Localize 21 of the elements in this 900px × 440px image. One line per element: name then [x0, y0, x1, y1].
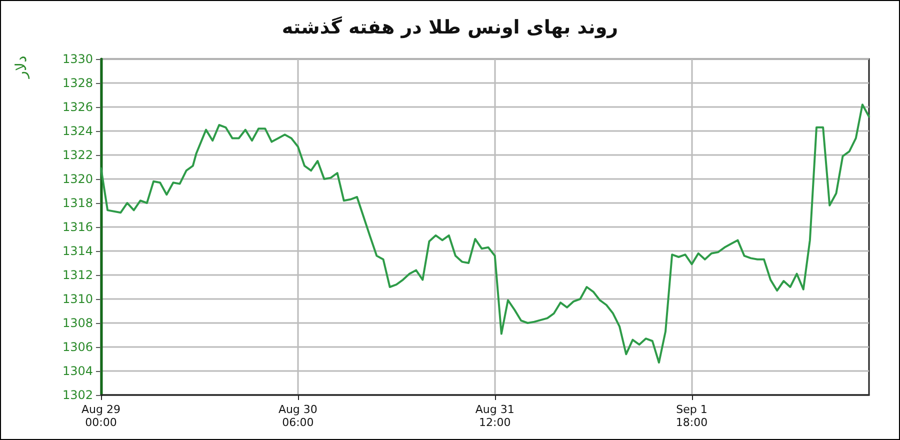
- y-tick-label: 1330: [62, 52, 93, 66]
- y-tick-label: 1318: [62, 196, 93, 210]
- x-tick-label: Sep 1 18:00: [676, 403, 708, 429]
- y-axis-title: دلار: [12, 56, 30, 80]
- y-tick-label: 1312: [62, 268, 93, 282]
- chart-title: روند بهای اونس طلا در هفته گذشته: [282, 16, 618, 38]
- y-tick-label: 1316: [62, 220, 93, 234]
- y-tick-label: 1322: [62, 148, 93, 162]
- y-tick-label: 1308: [62, 316, 93, 330]
- y-tick-label: 1324: [62, 124, 93, 138]
- y-tick-label: 1306: [62, 340, 93, 354]
- y-tick-label: 1302: [62, 388, 93, 402]
- x-tick-label: Aug 30 06:00: [278, 403, 318, 429]
- y-tick-label: 1310: [62, 292, 93, 306]
- y-tick-label: 1314: [62, 244, 93, 258]
- y-tick-label: 1304: [62, 364, 93, 378]
- x-tick-label: Aug 29 00:00: [82, 403, 120, 429]
- y-tick-label: 1326: [62, 100, 93, 114]
- y-tick-label: 1320: [62, 172, 93, 186]
- y-tick-label: 1328: [62, 76, 93, 90]
- x-tick-label: Aug 31 12:00: [475, 403, 514, 429]
